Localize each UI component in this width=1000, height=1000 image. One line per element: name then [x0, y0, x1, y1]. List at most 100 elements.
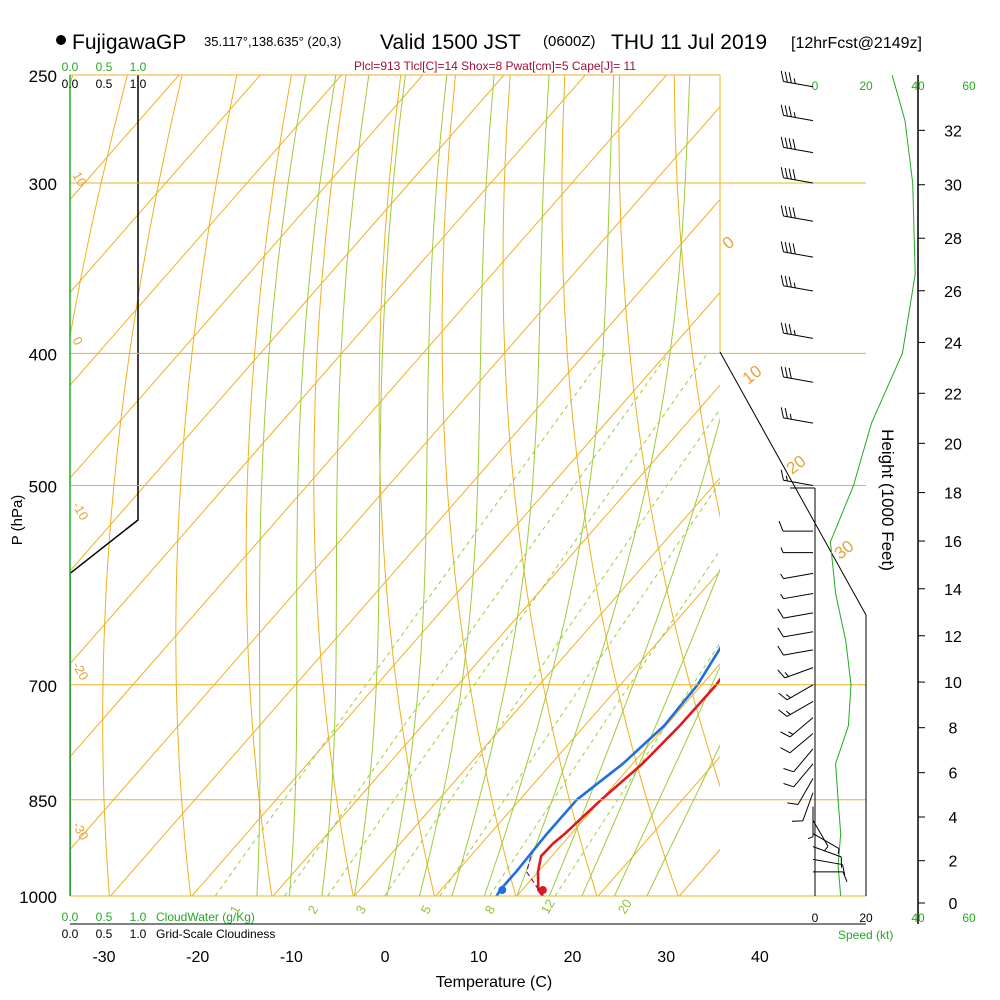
wind-barb [780, 241, 814, 258]
moist-adiabat-line [581, 568, 720, 896]
pressure-tick-label: 500 [29, 478, 57, 497]
wind-barb-flag [780, 747, 791, 754]
pressure-tick-label: 300 [29, 175, 57, 194]
moist-adiabat-line [613, 665, 720, 896]
wind-speed-tick-bottom: 60 [962, 911, 976, 925]
height-tick-label: 0 [949, 896, 958, 913]
dry-adiabat-line [175, 75, 238, 896]
wind-barb [780, 469, 814, 486]
wind-barb-flag [783, 782, 794, 788]
wind-barb-staff [786, 684, 814, 701]
wind-barb-staff [783, 215, 814, 222]
wind-barb-flag [780, 731, 791, 738]
wind-barb [783, 763, 814, 788]
moist-adiabat-line [451, 75, 550, 896]
dry-adiabat-line [102, 75, 183, 896]
mixing-ratio-line [384, 408, 720, 896]
cloud-water-axis-label: CloudWater (g/Kg) [156, 910, 255, 924]
wind-barb-flag [784, 407, 788, 419]
wind-barb-flag [780, 205, 784, 217]
frame-diagonal [719, 351, 867, 896]
wind-barb [780, 322, 814, 339]
mixing-ratio-line [554, 642, 720, 896]
height-tick-label: 28 [944, 231, 962, 248]
cloud-water-tick-top: 0.0 [62, 60, 79, 74]
cloud-water-tick-top: 1.0 [130, 60, 147, 74]
wind-barb-flag [784, 275, 788, 287]
mixing-ratio-line [284, 353, 669, 896]
height-tick-label: 12 [944, 629, 962, 646]
forecast-date: THU 11 Jul 2019 [611, 31, 767, 54]
height-tick-label: 16 [944, 534, 962, 551]
wind-barb-staff [783, 572, 814, 580]
moist-adiabat-line [321, 75, 370, 896]
wind-barb-half [793, 112, 796, 118]
dry-adiabat-line [561, 75, 679, 896]
wind-barb-flag [784, 367, 788, 378]
cloud-water-tick-bottom: 1.0 [130, 910, 147, 924]
wind-speed-profile [829, 74, 916, 897]
wind-barb-flag [784, 206, 788, 217]
height-tick-label: 30 [944, 178, 962, 195]
wind-barb-staff [783, 251, 814, 258]
wind-barb-staff [783, 612, 814, 619]
wind-barb-flag [788, 106, 792, 117]
valid-time: Valid 1500 JST [380, 31, 521, 54]
isotherm-label: 10 [69, 169, 89, 189]
dry-adiabat-line [441, 75, 517, 896]
height-tick-label: 24 [944, 335, 962, 352]
wind-barb [791, 792, 814, 822]
wind-barb-flag [784, 105, 788, 117]
wind-barb-staff [802, 792, 814, 822]
wind-barb [780, 167, 814, 184]
mixing-ratio-label: 3 [353, 903, 370, 917]
wind-barb-staff [793, 763, 814, 788]
station-coords: 35.117°,138.635° (20,3) [204, 34, 341, 49]
station-name: FujigawaGP [72, 31, 186, 54]
mixing-ratio-label: 2 [305, 903, 322, 917]
wind-barb-staff [783, 376, 814, 383]
height-tick-label: 14 [944, 582, 962, 599]
wind-barb [780, 572, 814, 580]
wind-barb-half [785, 694, 791, 699]
temperature-tick-label: -30 [92, 949, 115, 966]
wind-barb-flag [778, 709, 788, 717]
cloudiness-tick-bottom: 0.5 [96, 927, 113, 941]
cloudiness-tick-bottom: 1.0 [130, 927, 147, 941]
wind-barb-flag [783, 767, 794, 773]
forecast-cycle: [12hrFcst@2149z] [791, 35, 922, 52]
temperature-tick-label: -10 [280, 949, 303, 966]
wind-barb-flag [780, 167, 784, 178]
wind-barb-flag [788, 242, 792, 254]
wind-barb [780, 136, 814, 154]
temperature-tick-label: 10 [470, 949, 488, 966]
wind-barb-flag [778, 520, 784, 532]
dry-adiabat-line [0, 75, 18, 896]
wind-barb [812, 833, 840, 855]
surface-dewpoint-marker [498, 886, 507, 895]
wind-barb-flag [778, 692, 788, 701]
wind-barb-half [785, 710, 791, 715]
dry-adiabat-line [70, 75, 128, 339]
moist-adiabat-line [288, 75, 337, 896]
mixing-ratio-line [327, 353, 708, 896]
wind-barb [778, 684, 814, 701]
moist-adiabat-line [646, 744, 720, 896]
wind-barb-flag [784, 241, 788, 253]
wind-barb [780, 733, 814, 754]
wind-barb-flag [777, 669, 786, 679]
temperature-tick-label: 0 [381, 949, 390, 966]
pressure-tick-label: 850 [29, 792, 57, 811]
station-dot-icon [56, 35, 66, 45]
dry-adiabat-line [378, 75, 435, 896]
wind-barb-staff [783, 177, 814, 184]
wind-barb [777, 608, 814, 619]
wind-barb-flag [788, 72, 792, 84]
wind-barb-staff [789, 733, 814, 754]
wind-barb [778, 520, 813, 532]
height-axis-title: Height (1000 Feet) [878, 429, 897, 571]
wind-barb [787, 778, 814, 805]
wind-barb-flag [842, 864, 846, 876]
wind-barb-staff [789, 717, 814, 738]
mixing-ratio-label: 12 [538, 896, 558, 916]
